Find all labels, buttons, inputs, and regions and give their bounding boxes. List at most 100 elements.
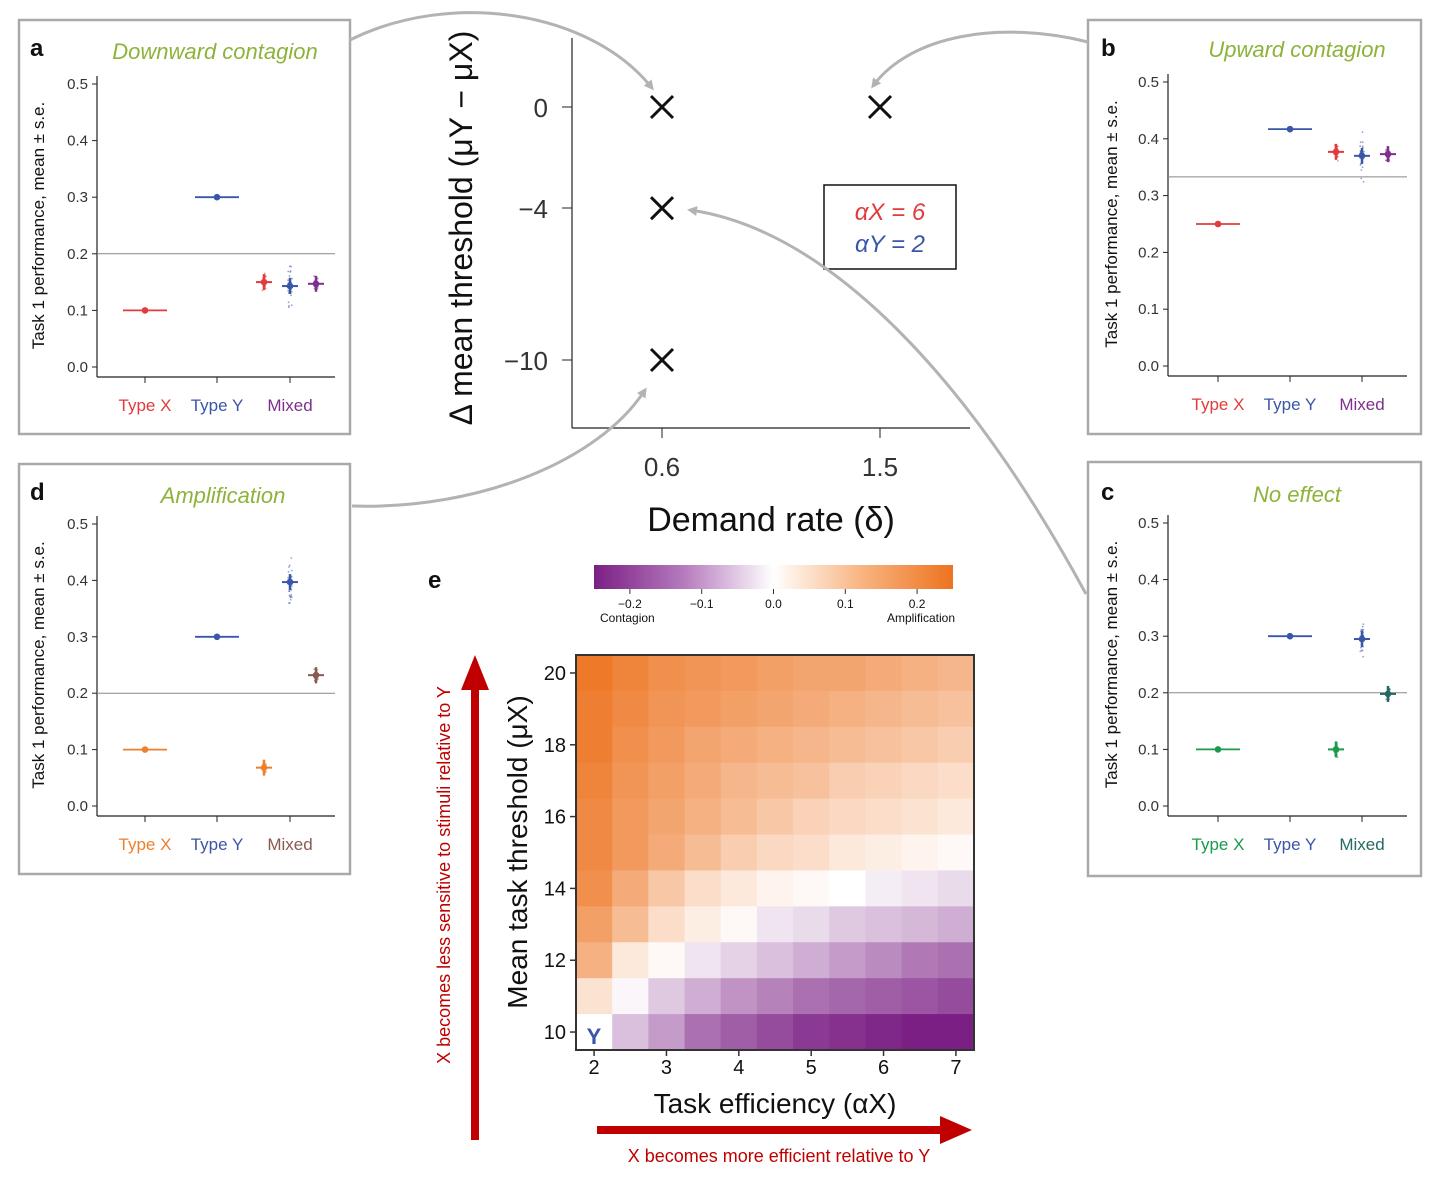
panel-a-letter: a [30,35,44,62]
panel-b-mean-point [1214,220,1222,228]
panel-b-category-label: Type Y [1264,395,1317,414]
panel-b-category-label: Mixed [1339,395,1384,414]
colorbar-tick-label: 0.0 [765,597,782,611]
heatmap-cell [684,726,722,764]
panel-d-category-label: Type Y [191,835,244,854]
center-marker-stroke [649,196,675,221]
panel-c-replicate-dot [1361,649,1364,652]
panel-a-y-label: Task 1 performance, mean ± s.e. [29,102,48,349]
heatmap-cell [720,726,758,764]
panel-d-replicate-dot [288,601,291,604]
panel-a-replicate-dot [287,301,290,304]
panel-d-replicate-dot [291,569,293,572]
panel-d-category-label: Mixed [267,835,312,854]
heatmap-cell [720,1014,758,1051]
heatmap-cell [901,762,939,800]
panel-e-letter: e [428,567,441,594]
heatmap-cell [793,1014,830,1051]
panel-d-replicate-dot [313,668,315,671]
center-y-label: Δ mean threshold (μY − μX) [443,31,479,426]
colorbar-tick-label: −0.1 [690,597,714,611]
center-point-marker [649,94,675,120]
panel-d-title: Amplification [159,483,286,508]
heatmap-cell [684,906,722,943]
heatmap-cell [793,870,830,907]
heatmap-cell [793,690,830,728]
panel-d-ytick-label: 0.4 [67,572,88,589]
heatmap-cell [865,798,903,836]
panel-b: b Upward contagion 0.0 0.1 0.2 0.3 0.4 0.5 Typ… [1086,18,1423,436]
heatmap-cell [612,690,649,728]
panel-d-replicate-dot [288,564,291,567]
arrow-b-to-center [871,30,1089,89]
panel-d-replicate-dot [288,590,290,593]
panel-d-replicate-dot [317,678,319,680]
panel-c-y-label: Task 1 performance, mean ± s.e. [1102,541,1121,788]
red-arrow-horizontal-head [940,1116,972,1144]
panel-b-category-label: Type X [1192,395,1245,414]
center-xtick-1: 1.5 [862,452,898,482]
heatmap-cell [648,762,686,800]
heatmap-cell [684,978,722,1015]
panel-b-replicate-dot [1359,145,1362,147]
center-xtick-0: 0.6 [644,452,680,482]
panel-a-mean-point [213,193,221,201]
panel-a-ytick-label: 0.2 [67,246,88,263]
legend-alpha-y: αY = 2 [855,231,925,258]
panel-a-plot: 0.0 0.1 0.2 0.3 0.4 0.5 Type X Type Y Mixed Task … [29,76,335,415]
heatmap-cell [756,690,794,728]
heatmap-cell [684,1014,722,1051]
panel-c-plot: 0.0 0.1 0.2 0.3 0.4 0.5 Type X Type Y Mixed Task … [1102,515,1407,854]
heatmap-cell [829,798,866,836]
panel-d: d Amplification 0.0 0.1 0.2 0.3 0.4 0.5 Type X… [17,462,352,876]
panel-d-ytick-label: 0.1 [67,742,88,759]
heatmap-cell [720,690,758,728]
heatmap-cell [829,726,866,764]
heatmap-cell [829,978,866,1015]
panel-c-mean-point [1358,635,1366,643]
heatmap-cell [901,834,939,871]
panel-d-replicate-dot [287,576,290,579]
panel-b-replicate-dot [1360,169,1363,172]
panel-c-mean-point [1332,746,1340,753]
panel-b-ytick-label: 0.3 [1138,188,1159,205]
heatmap-cell [865,762,903,800]
heatmap-cell [576,762,613,800]
heatmap-cell [756,798,794,836]
panel-c-title: No effect [1253,482,1342,507]
heatmap-ytick-label: 18 [544,735,566,757]
heatmap-cell [612,1014,649,1051]
panel-a-replicate-dot [264,287,267,290]
panel-a-frame [17,18,352,436]
colorbar-tick-label: 0.1 [837,597,854,611]
heatmap-cell [684,798,722,836]
panel-c-replicate-dot [1359,646,1362,649]
red-arrow-vertical-head [461,655,489,690]
panel-d-category-label: Type X [119,835,172,854]
heatmap-cell [648,798,686,836]
heatmap-cell [901,1014,939,1051]
center-plot: 0 −4 −10 0.6 1.5 Demand rate (δ) Δ mean … [443,31,970,539]
heatmap-cell [793,762,830,800]
heatmap-cell [937,870,975,907]
heatmap-cell [648,655,686,692]
panel-b-replicate-dot [1362,180,1365,183]
heatmap-cell [612,978,649,1015]
heatmap-xtick-label: 5 [806,1057,817,1079]
heatmap-cell [865,726,903,764]
panel-b-replicate-dot [1361,141,1364,144]
heatmap-y-label: Mean task threshold (μX) [502,695,533,1008]
heatmap-xtick-label: 2 [589,1057,600,1079]
panel-a-ytick-label: 0.3 [67,189,88,206]
heatmap-cell [756,906,794,943]
panel-a: a Downward contagion 0.0 0.1 0.2 0.3 0.4 0.5 T… [17,18,352,436]
panel-b-mean-point [1358,152,1366,160]
heatmap-cell [901,942,939,979]
heatmap-cell [756,942,794,979]
heatmap-ytick-label: 12 [544,950,566,972]
panel-b-replicate-dot [1385,159,1387,162]
heatmap-cell [720,870,758,907]
heatmap-xtick-label: 3 [661,1057,672,1079]
heatmap-cell [829,870,866,907]
panel-d-replicate-dot [289,595,292,598]
